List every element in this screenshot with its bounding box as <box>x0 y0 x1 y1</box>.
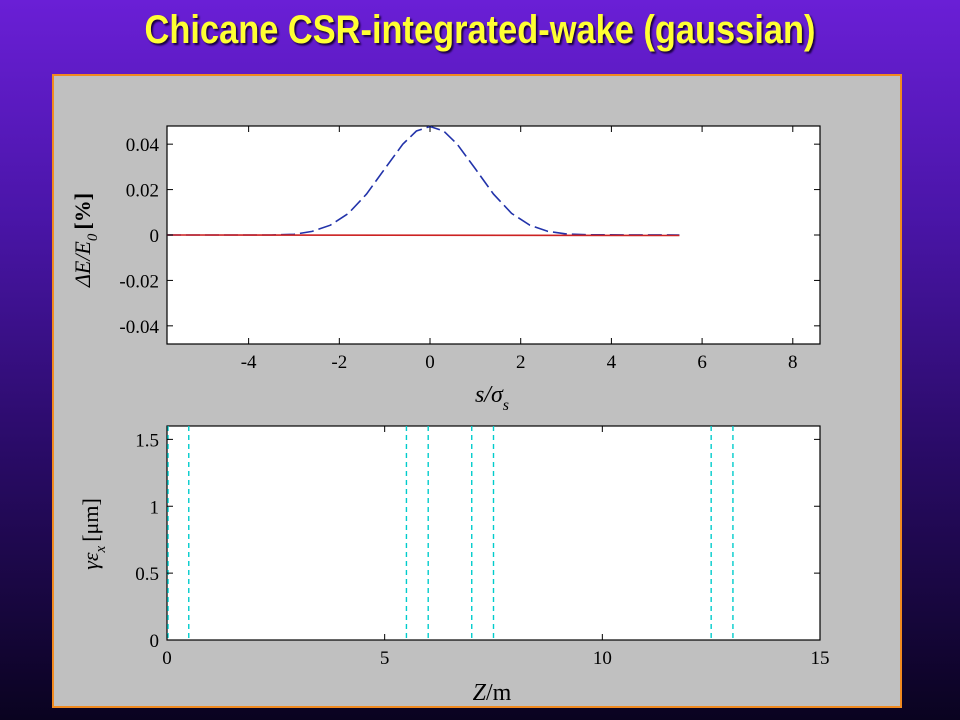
bottom-x-axis-label: Z/m <box>473 680 512 706</box>
bottom-x-tick-label: 10 <box>593 648 612 669</box>
bottom-y-tick-label: 0 <box>150 631 160 652</box>
top-y-tick-label: 0.04 <box>126 135 160 156</box>
top-series-line-solid <box>166 234 680 237</box>
top-x-tick-label: -2 <box>331 352 347 373</box>
energy-wake-plot: -4 -2 0 2 4 6 8 0.04 0.02 0 -0.02 -0.04 s/σs ΔE/E0[… <box>70 125 821 414</box>
bottom-x-tick-label: 15 <box>811 648 830 669</box>
slide-title: Chicane CSR-integrated-wake (gaussian) <box>144 8 816 52</box>
top-y-tick-label: -0.04 <box>119 317 159 338</box>
bottom-y-tick-label: 0.5 <box>135 564 159 585</box>
top-y-tick-label: 0.02 <box>126 181 159 202</box>
bottom-x-tick-label: 0 <box>162 648 172 669</box>
figure-panel: -4 -2 0 2 4 6 8 0.04 0.02 0 -0.02 -0.04 s/σs ΔE/E0[… <box>52 74 902 708</box>
top-y-tick-label: 0 <box>150 226 160 247</box>
bottom-y-tick-label: 1.5 <box>135 430 159 451</box>
top-x-axis-label: s/σs <box>475 382 509 414</box>
top-x-tick-label: -4 <box>241 352 257 373</box>
figure-svg: -4 -2 0 2 4 6 8 0.04 0.02 0 -0.02 -0.04 s/σs ΔE/E0[… <box>70 125 830 706</box>
bottom-x-tick-label: 5 <box>380 648 390 669</box>
top-x-tick-label: 4 <box>607 352 617 373</box>
top-x-tick-label: 8 <box>788 352 798 373</box>
top-y-tick-label: -0.02 <box>119 271 159 292</box>
top-x-tick-label: 0 <box>425 352 435 373</box>
emittance-plot: 0 5 10 15 1.5 1 0.5 0 Z/m γεx[μm] <box>78 425 830 706</box>
bottom-y-axis-label: γεx[μm] <box>78 498 109 570</box>
bottom-plot-area <box>166 425 821 641</box>
top-x-tick-label: 2 <box>516 352 526 373</box>
bottom-y-tick-label: 1 <box>150 497 160 518</box>
top-y-axis-label: ΔE/E0[%] <box>70 193 101 288</box>
top-x-tick-label: 6 <box>697 352 707 373</box>
